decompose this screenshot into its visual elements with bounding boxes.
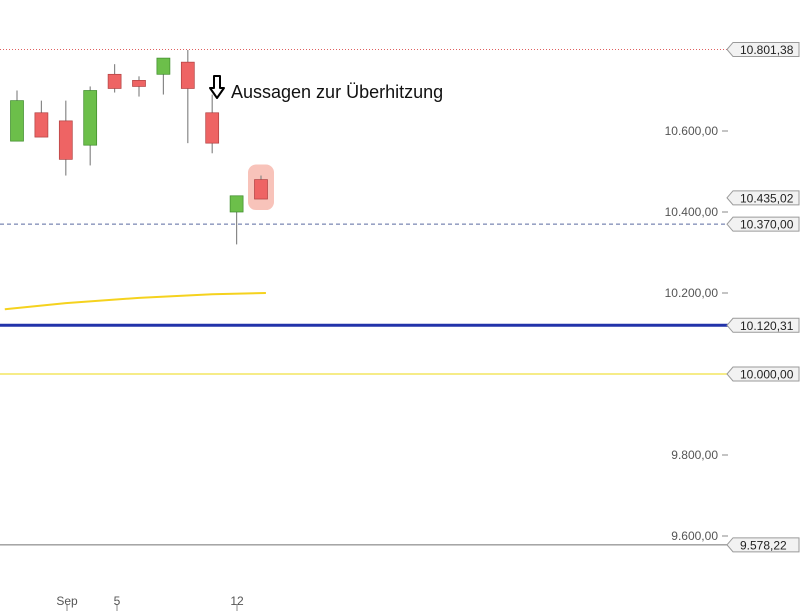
candle-body bbox=[83, 90, 98, 146]
x-axis-ticks: Sep 5 12 bbox=[56, 594, 244, 611]
candle bbox=[132, 76, 146, 97]
price-label-box bbox=[726, 41, 800, 57]
candle-body bbox=[10, 100, 24, 142]
price-label-text: 10.000,00 bbox=[740, 368, 794, 382]
y-axis-ticks: 10.600,00 10.400,00 10.200,00 9.800,00 9.600… bbox=[665, 124, 728, 543]
candle bbox=[229, 195, 244, 245]
price-label-box bbox=[726, 216, 800, 232]
candle bbox=[107, 64, 122, 93]
candle bbox=[83, 86, 98, 166]
horizontal-levels bbox=[0, 48, 728, 546]
annotation-text: Aussagen zur Überhitzung bbox=[231, 82, 443, 102]
price-label-1: 10.435,02 bbox=[726, 190, 800, 206]
candle-body bbox=[107, 73, 122, 89]
candle bbox=[180, 50, 195, 144]
price-label-text: 9.578,22 bbox=[740, 538, 787, 552]
candle bbox=[10, 90, 24, 142]
candle-body bbox=[58, 120, 73, 160]
price-label-5: 9.578,22 bbox=[726, 537, 800, 553]
price-label-2: 10.370,00 bbox=[726, 216, 800, 232]
x-tick-label: 5 bbox=[114, 594, 121, 608]
price-label-text: 10.120,31 bbox=[740, 319, 794, 333]
candle bbox=[58, 100, 73, 176]
candle-body bbox=[132, 80, 146, 87]
price-label-text: 10.370,00 bbox=[740, 218, 794, 232]
down-arrow-icon bbox=[209, 75, 225, 99]
candle bbox=[205, 94, 220, 154]
price-label-box bbox=[726, 537, 800, 553]
price-label-0: 10.801,38 bbox=[726, 41, 800, 57]
price-label-text: 10.801,38 bbox=[740, 43, 794, 57]
y-tick-label: 10.400,00 bbox=[665, 205, 719, 219]
candle-body bbox=[34, 112, 49, 138]
price-label-box bbox=[726, 190, 800, 206]
price-label-box bbox=[726, 366, 800, 382]
moving-average-layer bbox=[4, 292, 266, 311]
candle bbox=[34, 100, 49, 138]
candle-body bbox=[156, 57, 171, 75]
x-tick-label: Sep bbox=[56, 594, 78, 608]
price-label-box bbox=[726, 317, 800, 333]
candle-body bbox=[205, 112, 220, 144]
candle-body bbox=[229, 195, 244, 213]
price-level-labels: 10.801,38 10.435,02 10.370,00 10.120,31 10.0… bbox=[726, 41, 800, 553]
price-label-text: 10.435,02 bbox=[740, 191, 794, 205]
y-tick-label: 9.600,00 bbox=[671, 529, 718, 543]
candles-layer bbox=[10, 50, 268, 245]
candle-body bbox=[180, 61, 195, 89]
moving-average-line bbox=[4, 292, 266, 311]
price-label-3: 10.120,31 bbox=[726, 317, 800, 333]
candle bbox=[156, 57, 171, 95]
y-tick-label: 9.800,00 bbox=[671, 448, 718, 462]
x-tick-label: 12 bbox=[230, 594, 244, 608]
candle-body bbox=[254, 179, 268, 200]
price-label-4: 10.000,00 bbox=[726, 366, 800, 382]
annotation-layer: Aussagen zur Überhitzung bbox=[209, 75, 443, 102]
y-tick-label: 10.600,00 bbox=[665, 124, 719, 138]
y-tick-label: 10.200,00 bbox=[665, 286, 719, 300]
candle bbox=[254, 175, 268, 200]
